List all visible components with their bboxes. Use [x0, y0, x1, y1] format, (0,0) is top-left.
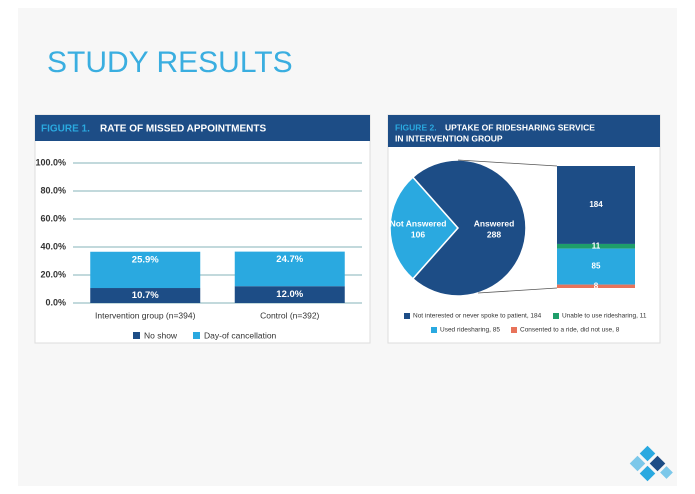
- data-label: 10.7%: [132, 290, 159, 301]
- chart-title: IN INTERVENTION GROUP: [395, 133, 503, 143]
- legend-swatch: [133, 332, 140, 339]
- chart-title: UPTAKE OF RIDESHARING SERVICE: [445, 122, 595, 132]
- legend-swatch: [553, 313, 559, 319]
- panel: [34, 114, 371, 344]
- pie-slice: [389, 176, 460, 280]
- connector: [477, 287, 558, 294]
- data-label: 24.7%: [276, 254, 303, 265]
- data-label: 12.0%: [276, 289, 303, 300]
- legend-label: Not interested or never spoke to patient…: [413, 313, 542, 320]
- bar-segment: [557, 166, 635, 244]
- y-tick-label: 80.0%: [40, 185, 66, 195]
- legend-swatch: [193, 332, 200, 339]
- y-tick-label: 20.0%: [40, 269, 66, 279]
- bar-segment: [90, 251, 201, 289]
- legend-label: Day-of cancellation: [204, 330, 277, 340]
- chart-title: RATE OF MISSED APPOINTMENTS: [100, 124, 266, 135]
- slice-value: 288: [487, 229, 501, 239]
- data-label: 11: [592, 241, 601, 250]
- data-label: 25.9%: [132, 254, 159, 265]
- x-tick-label: Intervention group (n=394): [95, 310, 196, 320]
- panel-header: [388, 115, 660, 147]
- slice-label: Not Answered: [390, 218, 447, 228]
- figure-label: FIGURE 2.: [395, 122, 437, 132]
- y-tick-label: 60.0%: [40, 213, 66, 223]
- slice-value: 106: [411, 229, 425, 239]
- bar-segment: [90, 288, 201, 303]
- figure-label: FIGURE 1.: [41, 124, 90, 135]
- y-tick-label: 40.0%: [40, 241, 66, 251]
- legend-label: Used ridesharing, 85: [440, 327, 500, 334]
- legend-label: Unable to use ridesharing, 11: [562, 313, 647, 320]
- slice-label: Answered: [474, 218, 515, 228]
- data-label: 85: [592, 262, 601, 271]
- connector: [457, 159, 558, 167]
- bar-segment: [557, 248, 635, 285]
- legend-label: No show: [144, 330, 178, 340]
- data-label: 184: [589, 200, 603, 209]
- x-tick-label: Control (n=392): [260, 310, 319, 320]
- legend-swatch: [404, 313, 410, 319]
- legend-label: Consented to a ride, did not use, 8: [520, 327, 620, 334]
- bar-segment: [234, 286, 345, 303]
- legend-swatch: [431, 327, 437, 333]
- bar-segment: [557, 243, 635, 249]
- bar-segment: [557, 284, 635, 288]
- pie-slice: [411, 159, 527, 297]
- panel-header: [35, 115, 370, 141]
- data-label: 8: [594, 281, 599, 290]
- y-tick-label: 0.0%: [45, 297, 66, 307]
- legend-swatch: [511, 327, 517, 333]
- slide-title: STUDY RESULTS: [47, 46, 293, 79]
- bar-segment: [234, 251, 345, 287]
- y-tick-label: 100.0%: [35, 157, 66, 167]
